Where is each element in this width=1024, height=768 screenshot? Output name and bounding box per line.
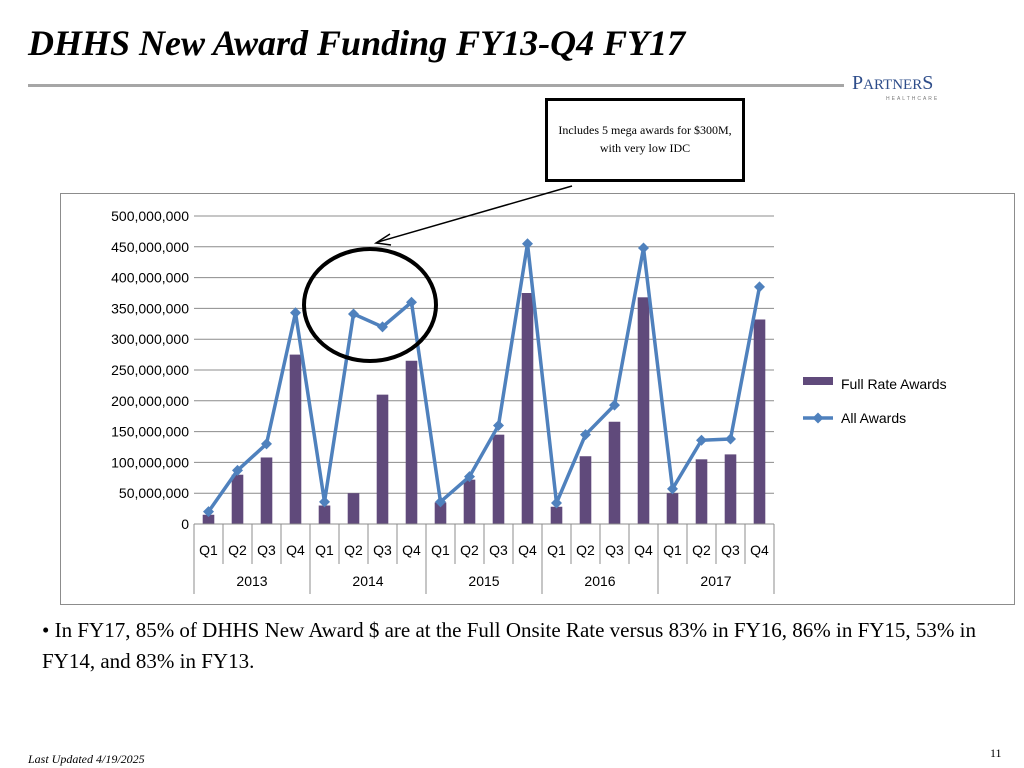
x-tick-label: Q3 (605, 542, 624, 558)
legend-label-full-rate: Full Rate Awards (841, 376, 947, 392)
page-number: 11 (990, 746, 1002, 760)
full-rate-bar (434, 502, 447, 524)
year-group-label: 2016 (584, 573, 615, 589)
all-awards-marker (551, 497, 562, 509)
full-rate-bar (579, 456, 592, 524)
full-rate-bar (695, 459, 708, 524)
y-tick-label: 150,000,000 (111, 424, 189, 440)
chart-svg: 0 50,000,000 100,000,000 150,000,000 200,000… (111, 208, 947, 594)
year-group-label: 2014 (352, 573, 383, 589)
y-tick-label: 250,000,000 (111, 362, 189, 378)
x-tick-label: Q2 (692, 542, 711, 558)
all-awards-marker (725, 433, 736, 445)
full-rate-bar (202, 514, 215, 524)
full-rate-bar (347, 493, 360, 524)
all-awards-marker (638, 242, 649, 254)
x-tick-label: Q2 (576, 542, 595, 558)
all-awards-marker (464, 471, 475, 483)
x-tick-label: Q1 (547, 542, 566, 558)
y-tick-label: 0 (181, 516, 189, 532)
all-awards-marker (348, 308, 359, 320)
x-tick-label: Q3 (721, 542, 740, 558)
x-tick-label: Q4 (286, 542, 305, 558)
y-tick-label: 100,000,000 (111, 454, 189, 470)
y-tick-label: 50,000,000 (119, 485, 189, 501)
x-tick-label: Q2 (344, 542, 363, 558)
full-rate-bar (260, 457, 273, 524)
x-tick-label: Q3 (373, 542, 392, 558)
x-tick-label: Q1 (315, 542, 334, 558)
partners-logo: PARTNERS HEALTHCARE (852, 72, 962, 112)
x-tick-label: Q4 (750, 542, 769, 558)
x-tick-label: Q3 (257, 542, 276, 558)
chart-area: 0 50,000,000 100,000,000 150,000,000 200,000… (60, 193, 1015, 605)
full-rate-bar (231, 474, 244, 524)
all-awards-marker (580, 429, 591, 441)
full-rate-bar (608, 421, 621, 524)
all-awards-marker (435, 496, 446, 508)
x-tick-label: Q1 (431, 542, 450, 558)
logo-wordmark: PARTNERS (852, 72, 934, 94)
y-tick-label: 350,000,000 (111, 300, 189, 316)
full-rate-bar (405, 360, 418, 524)
y-tick-label: 450,000,000 (111, 239, 189, 255)
full-rate-bar (376, 394, 389, 524)
callout-box: Includes 5 mega awards for $300M, with v… (545, 98, 745, 182)
all-awards-marker (290, 307, 301, 319)
y-tick-label: 500,000,000 (111, 208, 189, 224)
y-tick-label: 400,000,000 (111, 270, 189, 286)
y-tick-label: 300,000,000 (111, 331, 189, 347)
all-awards-line (207, 241, 762, 513)
legend-swatch-full-rate (803, 377, 833, 385)
full-rate-bar (463, 479, 476, 524)
slide-title: DHHS New Award Funding FY13-Q4 FY17 (28, 23, 686, 63)
x-tick-label: Q4 (402, 542, 421, 558)
year-group-label: 2013 (236, 573, 267, 589)
legend-marker-all-awards (812, 412, 824, 424)
y-tick-label: 200,000,000 (111, 393, 189, 409)
x-tick-label: Q1 (199, 542, 218, 558)
full-rate-bar (318, 505, 331, 524)
all-awards-marker (609, 399, 620, 411)
full-rate-bar (666, 493, 679, 524)
full-rate-bar (550, 506, 563, 524)
all-awards-marker (261, 438, 272, 450)
all-awards-marker (203, 506, 214, 518)
logo-subtitle: HEALTHCARE (886, 96, 940, 102)
all-awards-marker (522, 238, 533, 250)
all-awards-marker (319, 496, 330, 508)
x-tick-label: Q2 (460, 542, 479, 558)
year-group-label: 2017 (700, 573, 731, 589)
title-divider (28, 84, 844, 87)
bullet-text: • In FY17, 85% of DHHS New Award $ are a… (42, 618, 976, 673)
x-tick-label: Q4 (518, 542, 537, 558)
legend-label-all-awards: All Awards (841, 410, 906, 426)
all-awards-marker (696, 434, 707, 446)
full-rate-bar (724, 454, 737, 524)
callout-text: Includes 5 mega awards for $300M, with v… (558, 123, 732, 155)
last-updated: Last Updated 4/19/2025 (28, 752, 145, 766)
full-rate-bar (492, 434, 505, 524)
all-awards-marker (493, 419, 504, 431)
x-tick-label: Q4 (634, 542, 653, 558)
all-awards-marker (667, 483, 678, 495)
year-group-label: 2015 (468, 573, 499, 589)
full-rate-bar (521, 293, 534, 524)
x-tick-label: Q3 (489, 542, 508, 558)
full-rate-bar (637, 297, 650, 524)
all-awards-marker (754, 281, 765, 293)
full-rate-bar (753, 319, 766, 524)
x-tick-label: Q2 (228, 542, 247, 558)
all-awards-marker (232, 464, 243, 476)
x-tick-label: Q1 (663, 542, 682, 558)
full-rate-bar (289, 354, 302, 524)
